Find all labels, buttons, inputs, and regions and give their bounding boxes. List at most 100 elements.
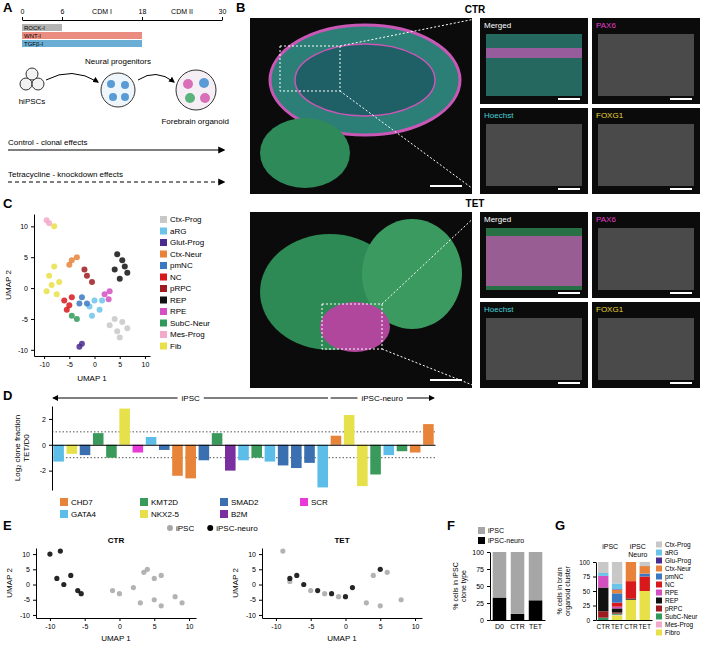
tick: 10 [22, 551, 36, 558]
legend-swatch [160, 251, 167, 258]
point [159, 573, 164, 578]
legend-swatch [167, 525, 173, 531]
legend-label: Ctx-Neur [665, 565, 692, 572]
tick: -5 [22, 316, 34, 323]
bar [598, 573, 608, 576]
axis-line [23, 20, 223, 21]
tick-mark [142, 17, 143, 20]
tick-mark [259, 615, 262, 616]
group-label: iPSC-neuro [361, 394, 403, 403]
tick-label: 10 [142, 361, 150, 368]
point [64, 307, 70, 313]
point [81, 267, 87, 273]
tick: -5 [308, 618, 314, 630]
tick: 50 [476, 583, 490, 590]
tick: 30 [219, 8, 227, 20]
bar [612, 590, 622, 593]
tick: 25 [476, 600, 490, 607]
bar [626, 562, 636, 563]
point [54, 576, 59, 581]
tick-label: -5 [250, 596, 256, 603]
tick: -10 [45, 618, 55, 630]
point [112, 316, 118, 322]
legend-swatch [160, 239, 167, 246]
rosette-icon [121, 81, 129, 89]
bar [626, 599, 636, 600]
point [79, 341, 85, 347]
point [385, 570, 390, 575]
panel-d: -202Log₂ clone fractionTET/D0iPSCiPSC-ne… [13, 394, 436, 519]
axis-title-line: UMAP 2 [4, 270, 13, 300]
tick-label: -10 [40, 361, 50, 368]
legend-label: Glu-Prog [665, 557, 691, 565]
bar [493, 552, 507, 598]
point [84, 273, 90, 279]
point [280, 548, 285, 553]
point [152, 597, 157, 602]
tick-label: -10 [246, 612, 256, 619]
organoid-icon [176, 70, 216, 110]
tick-label: 75 [476, 566, 484, 573]
point [119, 319, 125, 325]
micrograph-zoom [592, 302, 700, 388]
group-label-line: iPSC [602, 543, 618, 550]
tissue-pax6 [486, 236, 582, 286]
point [308, 588, 313, 593]
tissue [486, 228, 582, 290]
bar [199, 445, 210, 461]
bar [106, 445, 117, 458]
legend-label: REP [665, 597, 678, 604]
point [364, 600, 369, 605]
tick-mark [31, 350, 34, 351]
condition-arrow [8, 181, 224, 182]
tick-label: 2 [42, 416, 46, 423]
group-arrow [53, 398, 177, 399]
group-label-line: iPSC [630, 543, 646, 550]
tick-mark [593, 591, 596, 592]
tick-mark [380, 618, 381, 621]
phase-label: CDM II [171, 8, 193, 15]
tick-label: -5 [82, 623, 88, 630]
point [79, 591, 84, 596]
legend-swatch [656, 606, 662, 612]
point [378, 603, 383, 608]
plot-area [44, 217, 131, 350]
legend-swatch [60, 510, 68, 518]
plot-area [53, 409, 433, 488]
tick-mark [31, 257, 34, 258]
group-label: iPSC [182, 394, 200, 403]
point [84, 301, 90, 307]
axis-title-group: UMAP 2 [4, 270, 13, 300]
tick: 50 [583, 588, 596, 595]
point [336, 594, 341, 599]
point [76, 301, 82, 307]
tick: 2 [42, 416, 52, 423]
tick-label: 10 [22, 551, 30, 558]
micrograph-zoom [480, 18, 588, 104]
arrow-label: Tetracycline - knockdown effects [8, 170, 123, 179]
scale-bar [670, 292, 692, 294]
plot-area [598, 562, 650, 620]
tick: 10 [142, 356, 150, 368]
tick-label: D0 [495, 623, 504, 630]
legend-swatch [656, 630, 662, 636]
treatment-label: TGFβ-I [24, 41, 43, 47]
axis: 061830 [21, 8, 227, 21]
tick: TET [611, 623, 623, 630]
tick: 10 [186, 618, 194, 630]
axis-title-line: UMAP 2 [5, 568, 14, 598]
point [179, 600, 184, 605]
tick-mark [33, 554, 36, 555]
bar [640, 574, 650, 577]
tick-mark [33, 600, 36, 601]
legend-label: CHD7 [71, 498, 93, 507]
point [66, 262, 72, 268]
panel-e: -10-50510-10-50510CTRUMAP 1UMAP 2-10-505… [5, 524, 423, 643]
point [287, 576, 292, 581]
zoom-line [382, 349, 480, 388]
tick: 0 [26, 581, 36, 588]
bar [344, 415, 355, 445]
legend-label: Glut-Prog [170, 238, 204, 247]
axis: -10-50510 [246, 549, 263, 619]
axis-title-line: % cells in brain [556, 567, 563, 614]
